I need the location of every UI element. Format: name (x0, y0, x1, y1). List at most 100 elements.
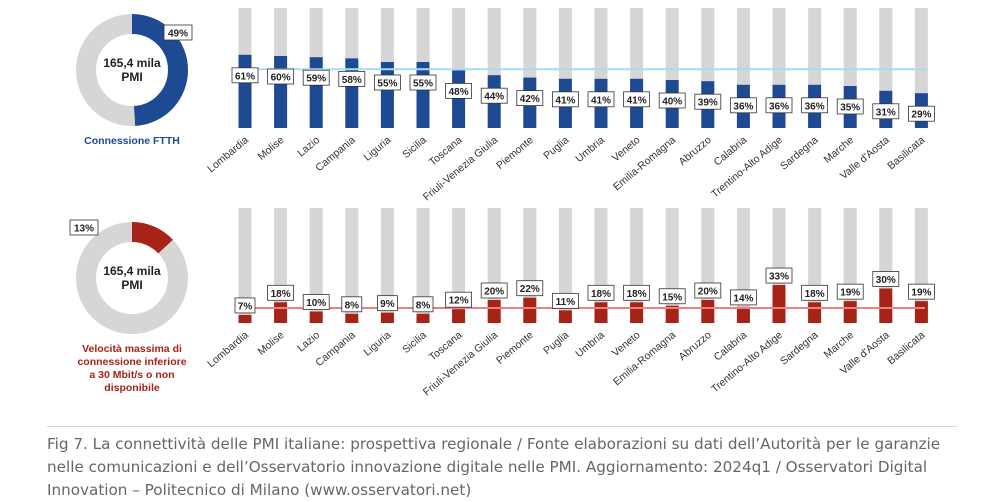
data-label-box (872, 271, 900, 287)
data-label: 20% (698, 287, 718, 298)
data-label: 41% (591, 95, 611, 106)
data-label: 41% (555, 95, 575, 106)
data-label-box (267, 68, 295, 85)
data-label: 8% (345, 300, 360, 311)
data-label-box (480, 282, 508, 299)
donut-caption: Connessione FTTH (84, 135, 180, 147)
data-label-box (836, 98, 864, 115)
bar (487, 300, 501, 323)
data-label-box (694, 93, 722, 110)
donut-center-text: 165,4 mila (103, 264, 161, 278)
data-label-box (908, 283, 935, 300)
bar (772, 285, 786, 323)
category-label: Umbria (573, 134, 607, 165)
category-label: Liguria (361, 134, 393, 164)
data-label-box (694, 282, 722, 299)
bar (274, 56, 288, 128)
category-label: Abruzzo (676, 329, 713, 363)
category-label: Campania (313, 329, 357, 369)
data-label: 18% (591, 289, 611, 300)
data-label: 35% (840, 103, 860, 114)
bar-track (416, 208, 430, 323)
data-label: 12% (449, 296, 469, 307)
bar (452, 309, 466, 323)
donut-center-text: PMI (121, 70, 142, 84)
bar (701, 300, 715, 323)
category-label: Basilicata (885, 134, 927, 172)
data-label: 7% (238, 301, 253, 312)
category-label: Lazio (295, 134, 322, 159)
bar (665, 305, 679, 323)
bar (309, 311, 323, 323)
bar (594, 302, 608, 323)
data-label-box (587, 91, 615, 108)
data-label-box (765, 97, 793, 114)
data-label: 33% (769, 272, 789, 283)
data-label: 18% (805, 289, 825, 300)
category-label: Emilia-Romagna (611, 134, 678, 193)
bar (452, 70, 466, 128)
category-label: Veneto (610, 329, 643, 359)
data-label-box (908, 105, 935, 122)
category-label: Puglia (541, 329, 571, 357)
data-label-box (623, 91, 650, 108)
chart-2: 7% 18% 10% 8% 9% 8% 12% 20% 22% 11% 18% 18% 15% 20% 14… (69, 208, 935, 398)
data-label: 58% (342, 75, 362, 86)
bar (380, 312, 394, 323)
data-label-box (409, 74, 437, 91)
data-label-box (376, 295, 398, 312)
donut-percent-box (163, 24, 193, 41)
data-label: 30% (876, 275, 896, 286)
category-label: Puglia (541, 134, 571, 162)
donut-caption: Velocità massima di (82, 343, 182, 355)
data-label: 42% (520, 94, 540, 105)
data-label-box (445, 83, 473, 99)
bar-track (238, 208, 252, 323)
donut-segment (76, 222, 188, 334)
data-label: 36% (733, 101, 753, 112)
donut-center-text: 165,4 mila (103, 56, 161, 70)
data-label: 55% (377, 79, 397, 90)
data-label-box (552, 91, 579, 108)
bar (416, 62, 430, 128)
category-label: Lombardia (205, 329, 251, 370)
data-label-box (872, 103, 900, 120)
category-label: Molise (256, 329, 287, 358)
data-label-box (234, 297, 256, 314)
donut-percent-label: 49% (168, 29, 188, 40)
data-label-box (516, 280, 544, 297)
data-label: 31% (876, 107, 896, 118)
bar (843, 301, 857, 323)
data-label: 40% (662, 97, 682, 108)
data-label-box (445, 291, 473, 308)
bar-track (345, 208, 359, 323)
donut-caption: disponibile (104, 382, 160, 394)
data-label: 61% (235, 71, 255, 82)
data-label: 8% (416, 300, 431, 311)
data-label: 59% (306, 74, 326, 85)
data-label-box (587, 284, 615, 301)
bar (879, 288, 893, 323)
data-label: 36% (805, 101, 825, 112)
bar (630, 302, 644, 323)
bar-track (380, 208, 394, 323)
data-label: 15% (662, 292, 682, 303)
bar (808, 302, 822, 323)
data-label-box (552, 292, 579, 309)
bar (416, 313, 430, 323)
data-label-box (658, 92, 686, 109)
data-label-box (412, 296, 434, 313)
data-label: 22% (520, 284, 540, 295)
category-label: Piemonte (494, 134, 536, 172)
data-label-box (836, 283, 864, 300)
category-label: Molise (256, 134, 287, 163)
donut-center-text: PMI (121, 278, 142, 292)
data-label-box (267, 284, 295, 301)
category-label: Sardegna (778, 329, 821, 368)
category-label: Sicilia (400, 134, 429, 161)
bar (558, 310, 572, 323)
data-label-box (480, 87, 508, 104)
